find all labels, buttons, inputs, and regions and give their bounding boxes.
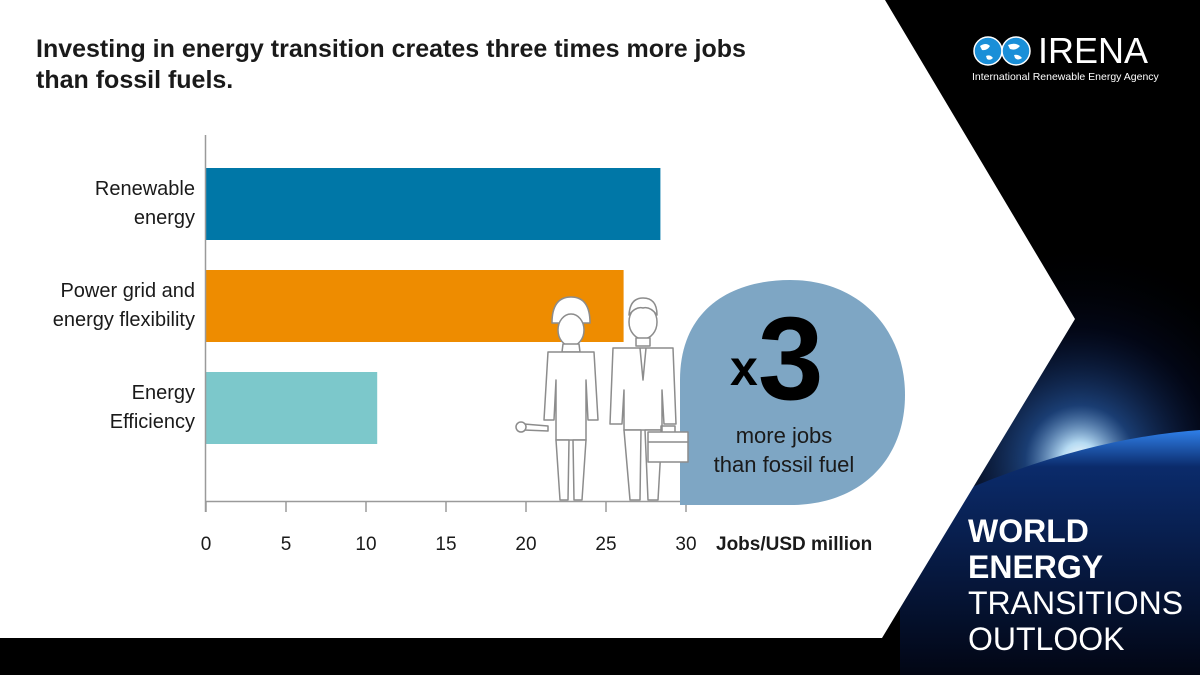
wrench-icon — [523, 423, 549, 432]
bar-1 — [206, 168, 661, 240]
callout-bubble — [680, 280, 905, 505]
callout-text-line2: than fossil fuel — [713, 452, 855, 477]
bottom-strip — [0, 638, 885, 675]
bar-3 — [206, 372, 378, 444]
x-tick-label: 10 — [355, 534, 377, 555]
x-tick-label: 20 — [515, 534, 537, 555]
x-tick-label: 30 — [675, 534, 697, 555]
multiplier-prefix: x — [730, 340, 758, 396]
x-tick-label: 5 — [280, 534, 292, 555]
category-label-line: Energy — [131, 382, 195, 404]
callout-text-line1: more jobs — [735, 423, 833, 448]
report-title-line4: OUTLOOK — [968, 621, 1125, 657]
irena-globe-icon — [973, 36, 1031, 66]
chart-title: Investing in energy transition creates t… — [36, 35, 746, 94]
report-title-line2: ENERGY — [968, 549, 1104, 585]
x-tick-label: 0 — [200, 534, 212, 555]
category-label-line: Efficiency — [109, 411, 195, 433]
hard-hat-icon — [551, 296, 591, 324]
category-label-line: Power grid and — [60, 280, 195, 302]
report-title: WORLD ENERGY TRANSITIONS OUTLOOK — [968, 513, 1183, 657]
irena-logo-text: IRENA — [1038, 30, 1149, 71]
category-label-line: Renewable — [94, 178, 195, 200]
irena-logo-subtitle: International Renewable Energy Agency — [972, 71, 1159, 83]
category-label-2: Power grid and energy flexibility — [0, 277, 195, 335]
x-tick-label: 15 — [435, 534, 457, 555]
multiplier-value: 3 — [757, 293, 824, 425]
x-tick-label: 25 — [595, 534, 617, 555]
multiplier: x3 — [730, 300, 840, 418]
x-axis-label: Jobs/USD million — [716, 534, 873, 555]
report-title-line1: WORLD — [968, 513, 1089, 549]
callout-text: more jobs than fossil fuel — [684, 421, 884, 479]
category-label-line: energy — [133, 207, 195, 229]
category-label-line: energy flexibility — [52, 309, 195, 331]
earth-horizon — [900, 430, 1200, 675]
briefcase-icon — [647, 431, 689, 463]
category-label-3: Energy Efficiency — [0, 379, 195, 437]
bar-2 — [206, 270, 624, 342]
worker-illustration — [515, 296, 689, 501]
category-label-1: Renewable energy — [0, 175, 195, 233]
report-title-line3: TRANSITIONS — [968, 585, 1184, 621]
